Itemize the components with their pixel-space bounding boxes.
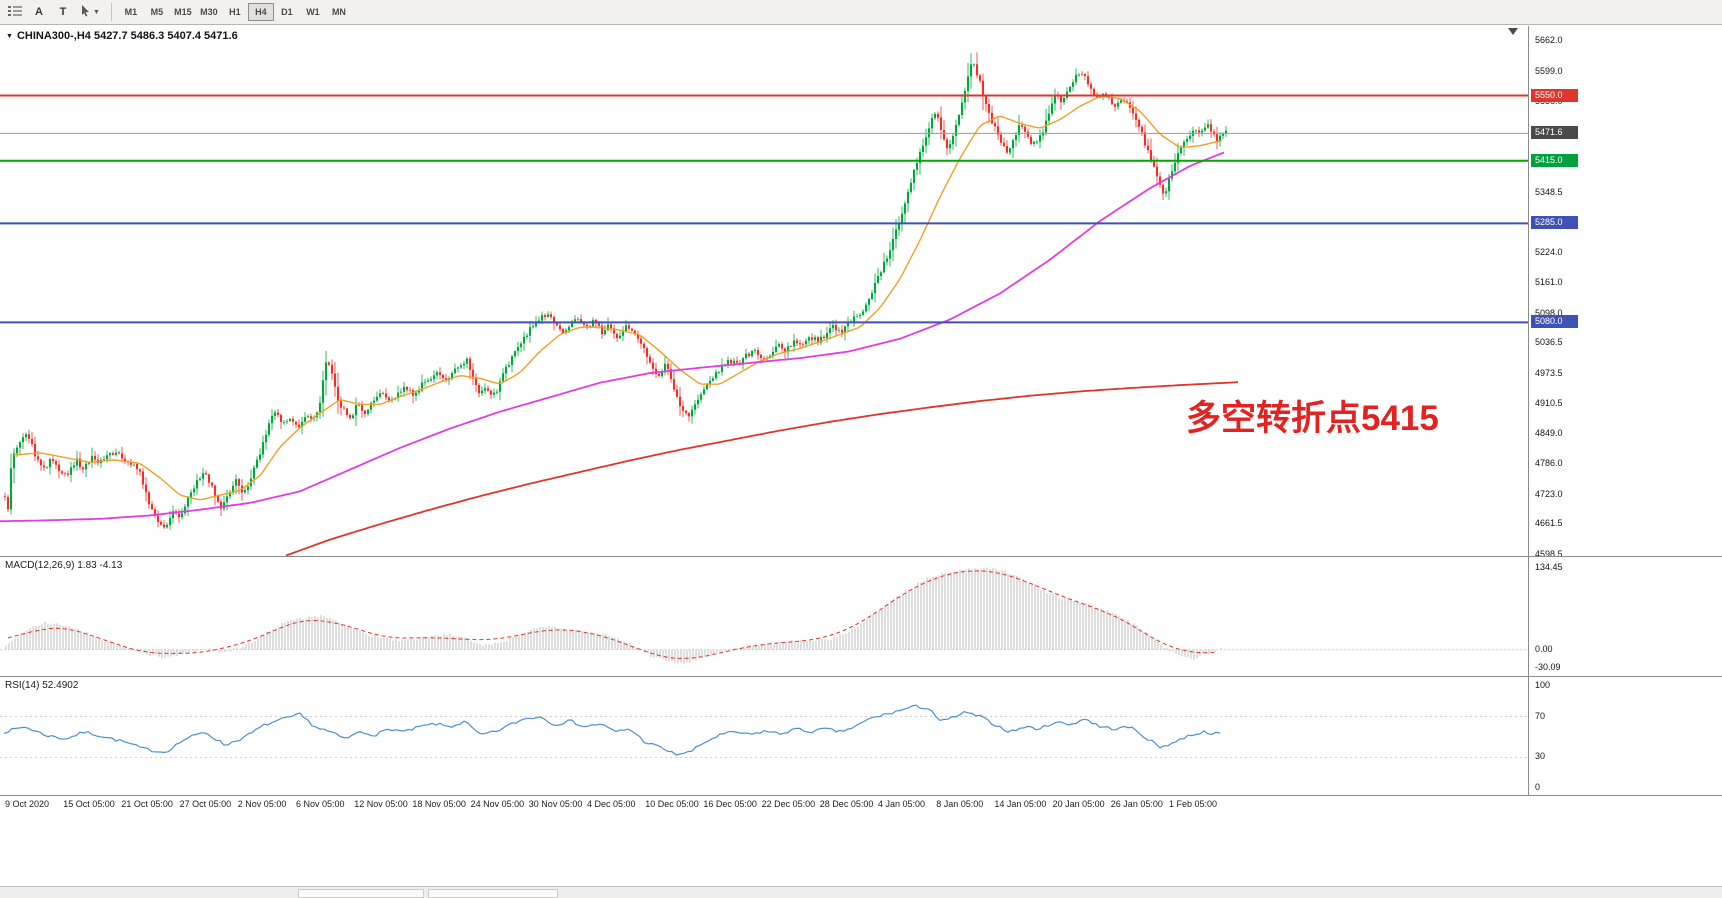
axis-tick-label: 4661.5 bbox=[1535, 518, 1563, 529]
panel-divider[interactable] bbox=[0, 556, 1722, 557]
symbol-ohlc-text: CHINA300-,H4 5427.7 5486.3 5407.4 5471.6 bbox=[16, 30, 238, 42]
timeframe-d1-button[interactable]: D1 bbox=[274, 3, 300, 21]
axis-tick-label: 5098.0 bbox=[1535, 307, 1563, 318]
time-axis-label: 18 Nov 05:00 bbox=[412, 799, 466, 809]
toolbar-separator bbox=[110, 3, 112, 21]
timeframe-group: M1 M5 M15 M30 H1 H4 D1 W1 MN bbox=[118, 3, 352, 21]
rsi-panel-canvas[interactable] bbox=[0, 677, 1528, 795]
collapse-indicator-icon[interactable]: ▼ bbox=[6, 32, 13, 40]
timeframe-h4-button[interactable]: H4 bbox=[247, 3, 274, 21]
panel-divider[interactable] bbox=[0, 676, 1722, 677]
time-axis-label: 10 Dec 05:00 bbox=[645, 799, 699, 809]
time-axis-label: 24 Nov 05:00 bbox=[470, 799, 525, 809]
time-axis-label: 20 Jan 05:00 bbox=[1052, 799, 1105, 809]
fast-ma-line bbox=[13, 95, 1223, 501]
slow-ma-line bbox=[285, 381, 1239, 556]
pivot-5415-tag: 5415.0 bbox=[1531, 153, 1578, 167]
timeframe-h1-button[interactable]: H1 bbox=[222, 3, 248, 21]
time-axis-label: 4 Dec 05:00 bbox=[587, 799, 636, 809]
support-5285-tag: 5285.0 bbox=[1531, 216, 1578, 230]
macd-panel-canvas[interactable] bbox=[0, 557, 1528, 676]
macd-indicator-label: MACD(12,26,9) 1.83 -4.13 bbox=[5, 560, 123, 571]
macd-axis-label: -30.09 bbox=[1535, 662, 1561, 672]
symbol-info-line: ▼ CHINA300-,H4 5427.7 5486.3 5407.4 5471… bbox=[6, 30, 238, 42]
axis-tick-label: 4849.0 bbox=[1535, 427, 1563, 438]
mid-ma-line bbox=[0, 151, 1225, 523]
time-axis-label: 9 Oct 2020 bbox=[5, 799, 50, 809]
time-axis-label: 2 Nov 05:00 bbox=[237, 799, 287, 809]
time-axis-label: 8 Jan 05:00 bbox=[936, 799, 984, 809]
axis-tick-label: 5161.0 bbox=[1535, 277, 1563, 288]
axis-tick-label: 4910.5 bbox=[1535, 398, 1563, 409]
timeframe-m1-button[interactable]: M1 bbox=[118, 3, 144, 21]
macd-signal-line bbox=[7, 570, 1215, 659]
axis-tick-label: 4598.5 bbox=[1535, 548, 1563, 559]
time-axis-label: 26 Jan 05:00 bbox=[1110, 799, 1163, 809]
time-axis-label: 21 Oct 05:00 bbox=[121, 799, 173, 809]
charts-menu-button[interactable] bbox=[4, 2, 26, 22]
time-axis-label: 28 Dec 05:00 bbox=[819, 799, 874, 809]
chevron-down-icon: ▼ bbox=[93, 8, 100, 16]
axis-tick-label: 5599.0 bbox=[1535, 65, 1563, 76]
time-axis-label: 27 Oct 05:00 bbox=[179, 799, 232, 809]
cursor-icon bbox=[80, 4, 91, 20]
macd-histogram bbox=[5, 567, 1222, 664]
candles-down-bodies bbox=[3, 64, 1219, 528]
charts-menu-icon bbox=[8, 5, 22, 20]
axis-tick-label: 4973.5 bbox=[1535, 367, 1563, 378]
bottom-bar bbox=[0, 886, 1722, 898]
axis-tick-label: 5348.5 bbox=[1535, 186, 1563, 197]
bottom-tab[interactable] bbox=[428, 889, 558, 898]
time-axis-label: 16 Dec 05:00 bbox=[703, 799, 757, 809]
time-axis-label: 14 Jan 05:00 bbox=[994, 799, 1047, 809]
candles-down-wicks bbox=[4, 52, 1218, 529]
rsi-axis-label: 0 bbox=[1535, 782, 1541, 792]
panel-divider bbox=[0, 795, 1722, 796]
axis-tick-label: 4723.0 bbox=[1535, 488, 1563, 499]
a-tool-button[interactable]: A bbox=[28, 2, 50, 22]
price-chart-canvas[interactable] bbox=[0, 26, 1528, 556]
timeframe-mn-button[interactable]: MN bbox=[326, 3, 352, 21]
macd-axis-label: 0.00 bbox=[1535, 643, 1553, 654]
timeframe-m15-button[interactable]: M15 bbox=[170, 3, 196, 21]
bottom-tab[interactable] bbox=[298, 889, 424, 898]
rsi-axis-label: 100 bbox=[1535, 680, 1551, 690]
rsi-line bbox=[3, 704, 1221, 756]
rsi-indicator-label: RSI(14) 52.4902 bbox=[5, 680, 79, 691]
time-axis-label: 6 Nov 05:00 bbox=[296, 799, 345, 809]
toolbar: A T ▼ M1 M5 M15 M30 H1 H4 D1 W1 MN bbox=[0, 0, 1722, 25]
axis-tick-label: 5224.0 bbox=[1535, 246, 1563, 257]
support-5080-tag: 5080.0 bbox=[1531, 315, 1578, 329]
text-tool-button[interactable]: T bbox=[52, 2, 74, 22]
rsi-axis-label: 70 bbox=[1535, 710, 1546, 721]
candles-up-wicks bbox=[10, 53, 1227, 530]
axis-tick-label: 4786.0 bbox=[1535, 458, 1563, 469]
price-axis[interactable]: 5662.05599.05536.05348.55224.05161.05098… bbox=[1528, 26, 1722, 796]
time-axis-label: 30 Nov 05:00 bbox=[528, 799, 583, 809]
timeframe-m5-button[interactable]: M5 bbox=[144, 3, 170, 21]
axis-tick-label: 5036.5 bbox=[1535, 337, 1563, 348]
cursor-tool-dropdown[interactable]: ▼ bbox=[76, 2, 104, 22]
timeframe-w1-button[interactable]: W1 bbox=[300, 3, 326, 21]
axis-tick-label: 5662.0 bbox=[1535, 35, 1563, 46]
time-axis-label: 15 Oct 05:00 bbox=[63, 799, 115, 809]
time-axis-label: 22 Dec 05:00 bbox=[761, 799, 816, 809]
chart-shift-marker[interactable] bbox=[1508, 28, 1518, 35]
macd-axis-label: 134.45 bbox=[1535, 562, 1563, 572]
rsi-axis-label: 30 bbox=[1535, 751, 1546, 762]
time-axis-label: 1 Feb 05:00 bbox=[1169, 799, 1218, 809]
chart-text-annotation[interactable]: 多空转折点5415 bbox=[1186, 399, 1439, 438]
bid-price-tag: 5471.6 bbox=[1531, 126, 1578, 140]
resistance-5550-tag: 5550.0 bbox=[1531, 88, 1578, 102]
time-axis[interactable]: 9 Oct 2020 15 Oct 05:00 21 Oct 05:00 27 Oct… bbox=[0, 796, 1722, 812]
timeframe-m30-button[interactable]: M30 bbox=[196, 3, 222, 21]
time-axis-label: 12 Nov 05:00 bbox=[354, 799, 408, 809]
time-axis-label: 4 Jan 05:00 bbox=[878, 799, 926, 809]
